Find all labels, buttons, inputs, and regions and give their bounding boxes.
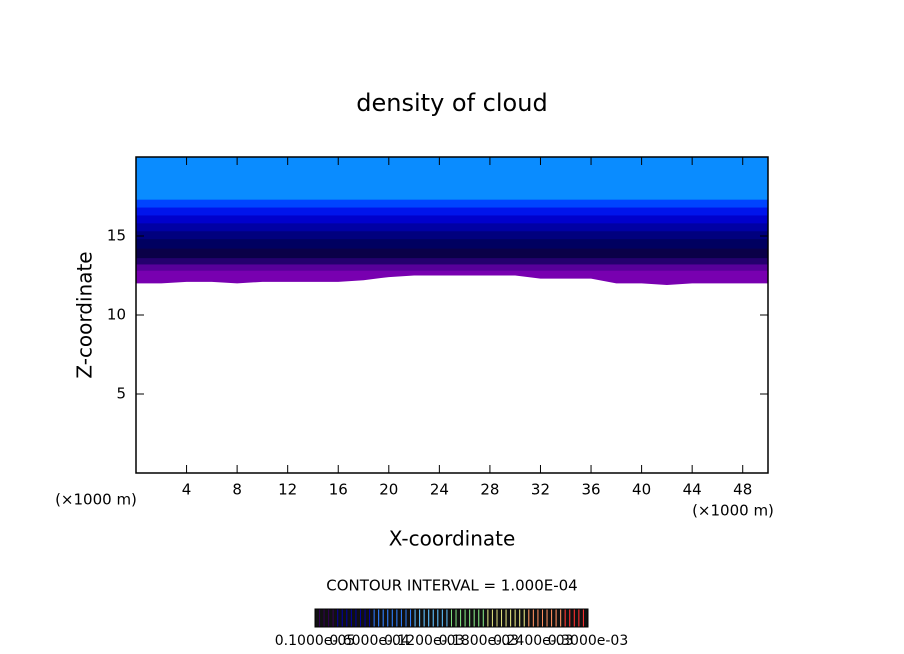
colorbar-cell <box>319 608 325 628</box>
colorbar-cell <box>369 608 375 628</box>
colorbar-cell <box>528 608 534 628</box>
colorbar-cell <box>551 608 557 628</box>
y-axis-label: Z-coordinate <box>73 251 97 378</box>
colorbar-label: 0.2400e-03 <box>493 633 573 649</box>
colorbar-label: 0.1000e-05 <box>275 633 355 649</box>
x-tick-label: 48 <box>733 481 752 499</box>
colorbar-cell <box>496 608 503 628</box>
colorbar-cell <box>451 608 457 628</box>
colorbar-cell <box>346 608 352 628</box>
colorbar-frame <box>314 608 589 628</box>
colorbar-cell <box>441 608 448 628</box>
annotation: CONTOUR INTERVAL = 1.000E-04 <box>326 577 577 595</box>
colorbar-cell <box>460 608 466 628</box>
colorbar-cell <box>569 608 575 628</box>
colorbar-cell <box>514 608 521 628</box>
y-tick-label: 5 <box>116 385 126 403</box>
colorbar-cell <box>491 608 498 628</box>
colorbar-cell <box>573 608 580 628</box>
colorbar-cell <box>501 608 507 628</box>
x-axis-label: X-coordinate <box>389 527 516 551</box>
colorbar-cell <box>378 608 384 628</box>
colorbar-label: 0.1200e-03 <box>384 633 464 649</box>
colorbar-cell <box>373 608 380 628</box>
colorbar-cell <box>396 608 402 628</box>
x-tick-label: 40 <box>632 481 651 499</box>
colorbar-cell <box>355 608 362 628</box>
y-tick-label: 15 <box>107 227 126 245</box>
colorbar-cell <box>350 608 357 628</box>
x-unit-label: (×1000 m) <box>55 491 137 509</box>
colorbar-cell <box>542 608 548 628</box>
colorbar-cell <box>464 608 471 628</box>
colorbar-cell <box>341 608 348 628</box>
colorbar-cell <box>482 608 489 628</box>
x-tick-label: 44 <box>683 481 702 499</box>
colorbar-cell <box>564 608 571 628</box>
colorbar-cell <box>582 608 589 628</box>
colorbar-cell <box>400 608 407 628</box>
colorbar-label: 0.1800e-03 <box>439 633 519 649</box>
colorbar-cell <box>487 608 493 628</box>
colorbar-cell <box>360 608 366 628</box>
colorbar-cell <box>523 608 530 628</box>
x-tick-label: 36 <box>581 481 600 499</box>
colorbar-label: 0.6000e-04 <box>329 633 410 649</box>
x-tick-label: 12 <box>278 481 297 499</box>
colorbar-cell <box>578 608 584 628</box>
colorbar-cell <box>414 608 421 628</box>
colorbar-cell <box>364 608 371 628</box>
colorbar-cell <box>546 608 553 628</box>
x-tick-label: 32 <box>531 481 550 499</box>
x-tick-label: 28 <box>480 481 499 499</box>
y-tick-label: 10 <box>107 306 126 324</box>
colorbar-cell <box>382 608 389 628</box>
colorbar-cell <box>532 608 539 628</box>
colorbar-cell <box>328 608 334 628</box>
x-tick-label: 8 <box>232 481 242 499</box>
colorbar-cell <box>510 608 516 628</box>
colorbar-cell <box>519 608 525 628</box>
colorbar-cell <box>537 608 544 628</box>
colorbar-cell <box>473 608 480 628</box>
colorbar-cell <box>323 608 330 628</box>
colorbar-cell <box>428 608 434 628</box>
colorbar-cell <box>423 608 430 628</box>
x-tick-label: 24 <box>430 481 449 499</box>
colorbar-cell <box>446 608 453 628</box>
chart-title: density of cloud <box>356 89 547 117</box>
colorbar-cell <box>337 608 343 628</box>
colorbar-cell <box>410 608 416 628</box>
colorbar-cell <box>469 608 475 628</box>
x-tick-label: 4 <box>182 481 192 499</box>
colorbar-cell <box>505 608 512 628</box>
contour-band <box>136 157 768 200</box>
colorbar-cell <box>432 608 439 628</box>
colorbar-cell <box>387 608 393 628</box>
colorbar-cell <box>405 608 412 628</box>
colorbar-cell <box>455 608 462 628</box>
colorbar-cell <box>314 608 321 628</box>
colorbar-cell <box>391 608 398 628</box>
colorbar-cell <box>437 608 443 628</box>
x-unit-label: (×1000 m) <box>692 502 774 520</box>
colorbar-label: 0.3000e-03 <box>548 633 628 649</box>
colorbar-cell <box>419 608 425 628</box>
x-tick-label: 16 <box>329 481 348 499</box>
colorbar-cell <box>560 608 566 628</box>
colorbar-cell <box>478 608 484 628</box>
x-tick-label: 20 <box>379 481 398 499</box>
colorbar-cell <box>555 608 562 628</box>
colorbar-cell <box>332 608 339 628</box>
